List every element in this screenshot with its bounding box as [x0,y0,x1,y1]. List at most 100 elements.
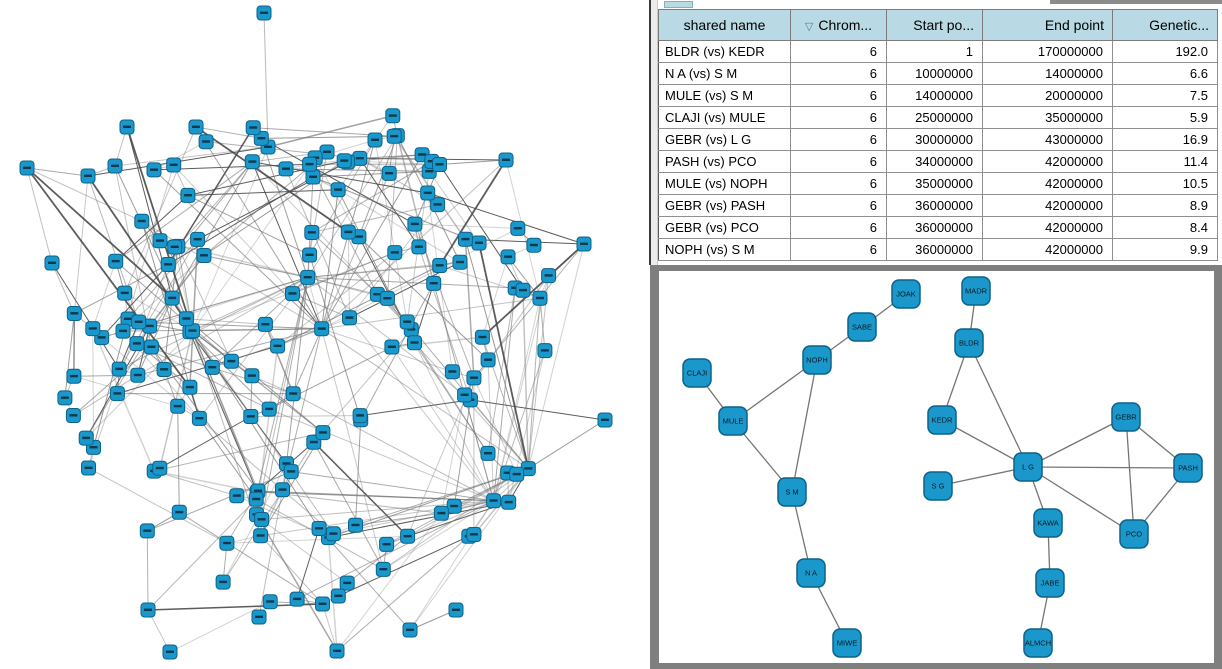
network-view-main[interactable] [0,0,650,669]
network-node[interactable] [474,329,490,345]
table-row[interactable]: PASH (vs) PCO 6 34000000 42000000 11.4 [658,150,1218,173]
network-node[interactable] [80,168,96,184]
network-node[interactable] [329,643,345,659]
network-node[interactable] [66,306,82,321]
network-node-noph[interactable]: NOPH [802,345,832,375]
network-node[interactable] [283,464,299,480]
network-node[interactable] [520,461,536,477]
network-node[interactable] [78,430,94,446]
network-node[interactable] [532,290,548,306]
network-node[interactable] [108,253,124,269]
network-node[interactable] [311,521,327,536]
network-node[interactable] [486,493,502,509]
network-node[interactable] [407,216,423,232]
scrollbar-track-segment[interactable] [1050,0,1222,4]
table-cell[interactable]: 36000000 [886,238,983,261]
network-node[interactable] [57,390,73,406]
network-node[interactable] [66,368,82,384]
table-row[interactable]: CLAJI (vs) MULE 6 25000000 35000000 5.9 [658,106,1218,129]
table-cell[interactable]: 6 [790,128,887,151]
network-node[interactable] [289,591,305,607]
network-node[interactable] [180,187,196,203]
table-cell[interactable]: 6 [790,216,887,239]
network-node[interactable] [156,362,172,377]
network-node-bldr[interactable]: BLDR [954,328,984,358]
network-node[interactable] [152,233,168,249]
network-node[interactable] [140,602,156,618]
table-cell[interactable]: NOPH (vs) S M [658,238,791,261]
network-node[interactable] [262,594,278,610]
network-node[interactable] [381,165,397,181]
network-node[interactable] [330,182,346,198]
network-node-joak[interactable]: JOAK [891,279,921,309]
table-cell[interactable]: MULE (vs) S M [658,84,791,107]
network-node[interactable] [526,237,542,253]
network-node[interactable] [432,258,448,273]
network-node[interactable] [254,512,270,527]
network-node[interactable] [348,517,363,533]
network-node[interactable] [471,235,487,251]
network-node-s-g[interactable]: S G [923,471,953,501]
network-node[interactable] [131,314,147,330]
network-node[interactable] [171,504,187,520]
small-network-canvas[interactable]: JOAK SABE NOPH CLAJI MULE S M N A MIWE MADR BLDR K… [659,271,1214,663]
table-row[interactable]: NOPH (vs) S M 6 36000000 42000000 9.9 [658,238,1218,261]
table-cell[interactable]: 6 [790,150,887,173]
network-node-kawa[interactable]: KAWA [1033,508,1063,538]
column-header-shared-name[interactable]: shared name [658,9,791,41]
table-cell[interactable]: 42000000 [982,216,1113,239]
network-node[interactable] [597,412,613,428]
table-cell[interactable]: 14000000 [982,62,1113,85]
network-node[interactable] [191,410,207,426]
network-node[interactable] [444,364,460,380]
table-cell[interactable]: 6 [790,62,887,85]
table-cell[interactable]: 9.9 [1112,238,1218,261]
table-cell[interactable]: 42000000 [982,194,1113,217]
network-node-pco[interactable]: PCO [1119,519,1149,549]
table-cell[interactable]: PASH (vs) PCO [658,150,791,173]
table-cell[interactable]: 6.6 [1112,62,1218,85]
table-cell[interactable]: 6 [790,238,887,261]
network-node[interactable] [452,254,468,270]
table-cell[interactable]: 35000000 [982,106,1113,129]
network-node-s-m[interactable]: S M [777,477,807,507]
network-node[interactable] [336,153,352,169]
table-cell[interactable]: 30000000 [886,128,983,151]
network-node[interactable] [190,231,206,247]
network-node[interactable] [314,321,330,337]
network-node[interactable] [400,528,416,544]
network-node-n-a[interactable]: N A [796,558,826,588]
network-node-sabe[interactable]: SABE [847,312,877,342]
network-node-mule[interactable]: MULE [718,406,748,436]
network-node[interactable] [325,526,341,542]
network-node[interactable] [384,339,400,355]
network-node[interactable] [576,236,592,252]
network-node[interactable] [315,425,331,441]
table-cell[interactable]: BLDR (vs) KEDR [658,40,791,63]
network-node[interactable] [44,255,60,271]
network-node[interactable] [257,316,273,332]
network-node[interactable] [515,282,531,298]
table-cell[interactable]: 10.5 [1112,172,1218,195]
table-cell[interactable]: 10000000 [886,62,983,85]
network-node[interactable] [411,239,427,255]
network-node[interactable] [305,169,321,185]
network-node[interactable] [302,156,318,172]
table-cell[interactable]: CLAJI (vs) MULE [658,106,791,129]
network-node[interactable] [115,323,131,339]
network-node[interactable] [432,157,447,172]
network-node[interactable] [433,505,449,521]
network-node[interactable] [251,609,267,625]
table-cell[interactable]: 36000000 [886,194,983,217]
network-node[interactable] [245,120,261,136]
table-row[interactable]: N A (vs) S M 6 10000000 14000000 6.6 [658,62,1218,85]
network-node-miwe[interactable]: MIWE [832,628,862,658]
table-cell[interactable]: 8.4 [1112,216,1218,239]
network-node[interactable] [107,158,123,174]
network-node[interactable] [385,108,401,124]
network-node[interactable] [466,527,482,542]
vertical-scrollbar-track[interactable] [651,0,658,265]
secondary-network-canvas-area[interactable]: JOAK SABE NOPH CLAJI MULE S M N A MIWE MADR BLDR K… [659,271,1214,663]
network-node-pash[interactable]: PASH [1173,453,1203,483]
network-node[interactable] [178,311,194,327]
